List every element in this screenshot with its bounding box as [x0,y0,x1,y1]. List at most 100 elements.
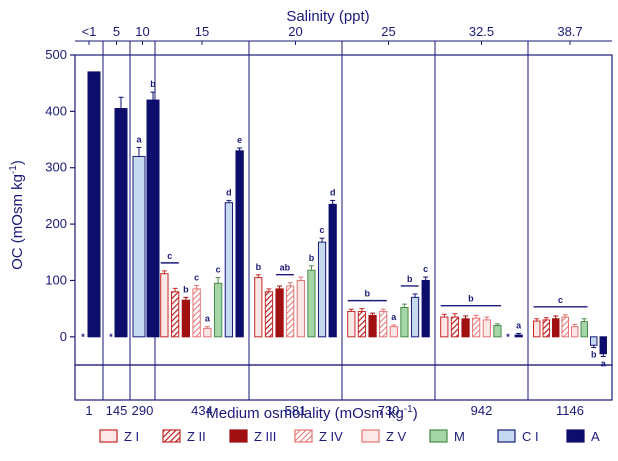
significance-letter: a [516,320,522,330]
significance-letter: b [309,253,315,263]
bar [571,326,579,338]
significance-letter: e [237,135,242,145]
bar [192,288,201,338]
bar [580,321,588,338]
bar [235,150,244,338]
top-axis-title: Salinity (ppt) [286,8,369,25]
bar [132,155,146,338]
bar [296,279,305,338]
legend-swatch [229,429,248,443]
bar [328,203,337,338]
category-strip-border [74,364,613,401]
significance-letter: c [423,264,428,274]
legend-label: A [591,429,600,444]
significance-letter: a [391,312,397,322]
top-tick-label: 32.5 [469,24,494,39]
x-tick-label: 434 [191,403,213,418]
y-tick-label: 300 [45,160,67,175]
bar [400,307,409,338]
bar [213,282,223,338]
asterisk-marker: * [81,332,85,342]
top-tick-label: 15 [195,24,209,39]
legend-label: C I [522,429,539,444]
significance-letter: d [330,187,336,197]
bar [224,202,234,338]
bar [87,71,101,338]
legend-swatch [566,429,585,443]
x-tick-label: 942 [471,403,493,418]
significance-letter: c [194,273,199,283]
legend-label: Z I [124,429,139,444]
bracket-letter: c [558,295,563,305]
bar [542,319,550,338]
bar [317,241,327,338]
bar [450,316,460,338]
bar [533,320,541,338]
bar [368,314,377,338]
significance-letter: c [320,225,325,235]
bracket-letter: b [407,274,413,284]
significance-letter: a [136,134,142,144]
top-tick-label: 10 [135,24,149,39]
significance-letter: b [183,284,189,294]
top-tick-label: 38.7 [557,24,582,39]
y-tick-label: 500 [45,47,67,62]
top-tick-label: 25 [381,24,395,39]
legend-swatch [361,429,380,443]
bar [254,277,263,338]
legend-swatch [99,429,118,443]
x-axis-title: Medium osmolality (mOsm kg-1) [206,404,417,422]
bars-layer [87,71,607,358]
y-tick-label: 400 [45,103,67,118]
bar [514,334,523,338]
asterisk-marker: * [506,332,510,342]
bar [389,326,398,338]
bar [421,279,430,338]
significance-letter: d [226,187,232,197]
bar [275,288,284,338]
bar [357,310,367,338]
bracket-letter: ab [280,263,291,273]
y-tick-label: 100 [45,272,67,287]
top-tick-label: <1 [82,24,97,39]
bar [552,318,560,338]
legend-swatch [294,429,313,443]
bar [493,325,502,338]
legend-swatch [497,429,516,443]
bar [410,296,420,338]
significance-letter: c [216,265,221,275]
bar [599,336,607,355]
bar [146,99,160,338]
significance-letter: a [601,359,607,369]
x-tick-label: 145 [106,403,128,418]
bar [461,318,470,338]
bar [307,269,316,338]
x-tick-label: 730 [378,403,400,418]
bar [181,299,191,338]
x-tick-label: 1146 [556,403,584,418]
asterisk-marker: * [109,332,113,342]
bar [160,273,169,338]
x-tick-label: 1 [85,403,92,418]
x-tick-label: 581 [285,403,307,418]
legend-label: Z V [386,429,407,444]
bar [347,310,356,338]
bar [472,317,481,338]
bar [170,291,180,338]
bar [440,316,449,338]
top-tick-label: 20 [288,24,302,39]
legend-swatch [162,429,181,443]
legend: Z I Z II Z III Z IV Z V M C I A [99,429,600,444]
bar [379,310,388,338]
bracket-letter: c [167,251,172,261]
legend-label: Z II [187,429,206,444]
y-tick-label: 200 [45,216,67,231]
legend-label: Z IV [319,429,343,444]
significance-letter: a [205,314,211,324]
legend-label: M [454,429,465,444]
bracket-letter: b [365,289,371,299]
bracket-letter: b [468,294,474,304]
bar [590,336,598,346]
y-axis-title: OC (mOsm kg-1) [8,160,26,270]
